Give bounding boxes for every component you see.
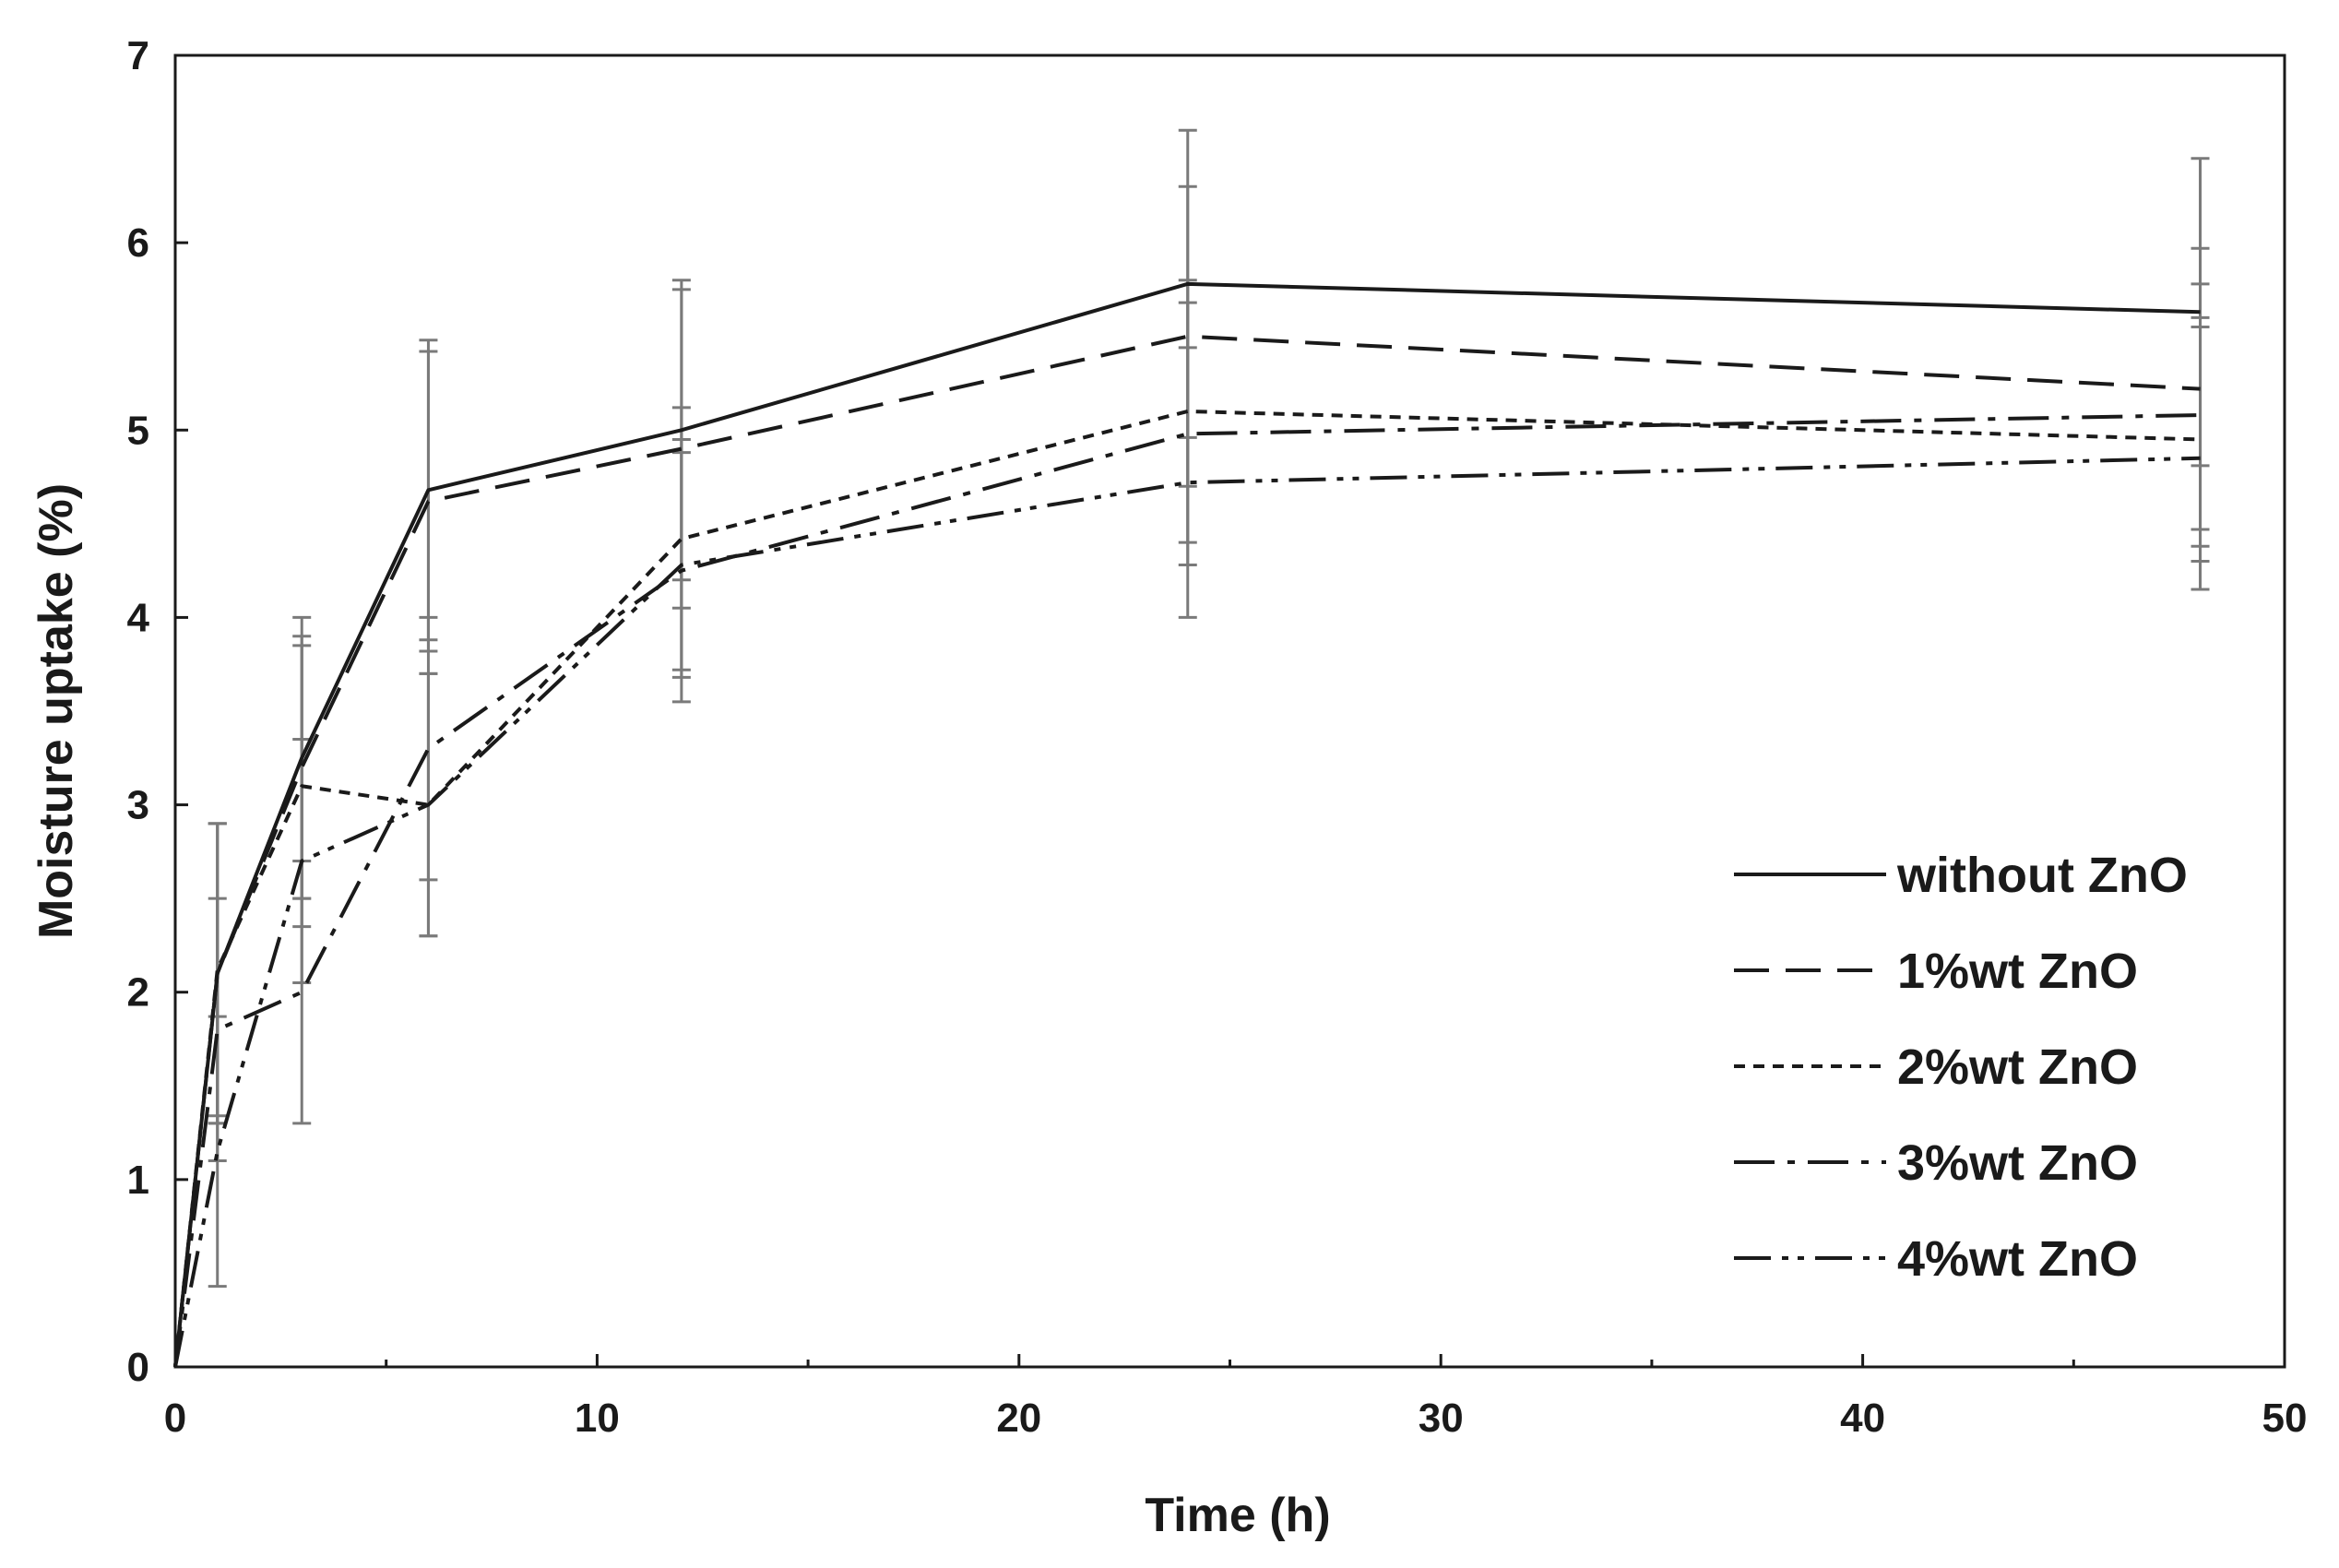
x-tick-label: 0 bbox=[164, 1396, 186, 1441]
tick-labels: 0 10 20 30 40 50 0 1 2 3 4 5 6 7 bbox=[127, 33, 2308, 1441]
legend: without ZnO 1%wt ZnO 2%wt ZnO 3%wt ZnO 4%wt … bbox=[1734, 848, 2188, 1287]
legend-label: 2%wt ZnO bbox=[1897, 1039, 2138, 1095]
x-tick-label: 50 bbox=[2262, 1396, 2308, 1441]
y-tick-label: 1 bbox=[127, 1158, 149, 1203]
x-tick-label: 40 bbox=[1840, 1396, 1885, 1441]
legend-label: 4%wt ZnO bbox=[1897, 1231, 2138, 1287]
y-tick-label: 7 bbox=[127, 33, 149, 78]
x-axis-title: Time (h) bbox=[1145, 1489, 1330, 1542]
series-line-4-wt-zno bbox=[173, 456, 2201, 1368]
y-axis-title: Moisture uptake (%) bbox=[30, 483, 83, 939]
series-lines bbox=[173, 281, 2201, 1368]
y-tick-label: 3 bbox=[127, 783, 149, 828]
x-tick-label: 20 bbox=[996, 1396, 1041, 1441]
axis-ticks bbox=[173, 53, 2286, 1369]
x-tick-label: 10 bbox=[575, 1396, 620, 1441]
y-tick-label: 2 bbox=[127, 970, 149, 1016]
y-tick-label: 4 bbox=[127, 595, 150, 640]
legend-label: 1%wt ZnO bbox=[1897, 944, 2138, 999]
y-tick-label: 6 bbox=[127, 220, 149, 266]
y-tick-label: 0 bbox=[127, 1345, 149, 1390]
legend-label: without ZnO bbox=[1896, 848, 2188, 903]
legend-label: 3%wt ZnO bbox=[1897, 1135, 2138, 1191]
y-tick-label: 5 bbox=[127, 408, 149, 453]
x-tick-label: 30 bbox=[1419, 1396, 1464, 1441]
